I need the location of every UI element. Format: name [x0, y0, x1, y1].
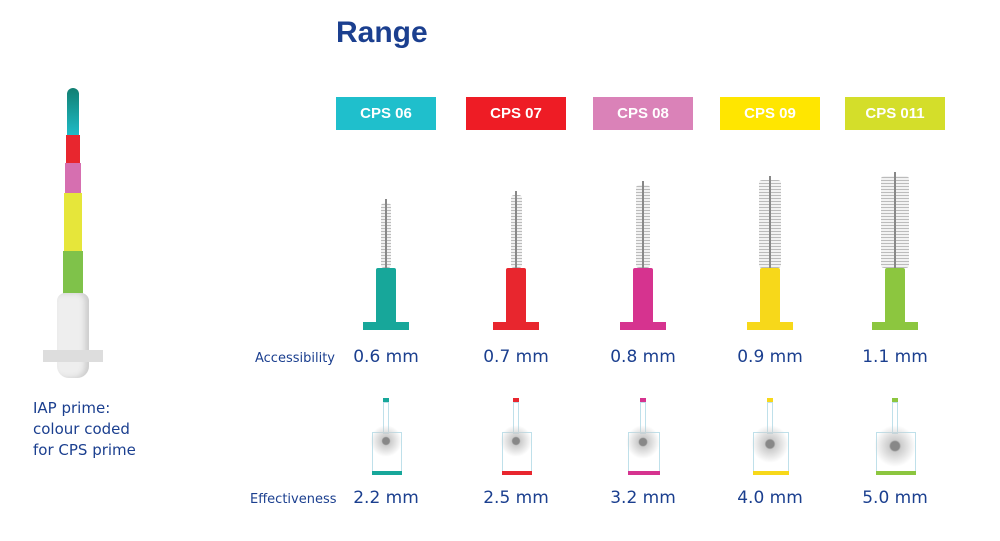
effectiveness-value: 4.0 mm: [737, 488, 803, 508]
accessibility-value: 1.1 mm: [862, 347, 928, 367]
caption: IAP prime: colour coded for CPS prime: [33, 398, 136, 461]
accessibility-value: 0.6 mm: [353, 347, 419, 367]
effectiveness-label: Effectiveness: [250, 492, 337, 507]
caption-line: for CPS prime: [33, 441, 136, 459]
effectiveness-value: 2.2 mm: [353, 488, 419, 508]
iap-prime-brush-image: [40, 85, 120, 385]
accessibility-value: 0.9 mm: [737, 347, 803, 367]
accessibility-label: Accessibility: [255, 351, 335, 366]
accessibility-value: 0.7 mm: [483, 347, 549, 367]
product-tag: CPS 08: [593, 97, 693, 130]
product-tag: CPS 07: [466, 97, 566, 130]
product-tag: CPS 09: [720, 97, 820, 130]
page-title: Range: [336, 16, 428, 49]
product-tag: CPS 011: [845, 97, 945, 130]
product-tag: CPS 06: [336, 97, 436, 130]
caption-line: IAP prime:: [33, 399, 111, 417]
effectiveness-value: 2.5 mm: [483, 488, 549, 508]
caption-line: colour coded: [33, 420, 130, 438]
effectiveness-value: 5.0 mm: [862, 488, 928, 508]
accessibility-value: 0.8 mm: [610, 347, 676, 367]
effectiveness-value: 3.2 mm: [610, 488, 676, 508]
